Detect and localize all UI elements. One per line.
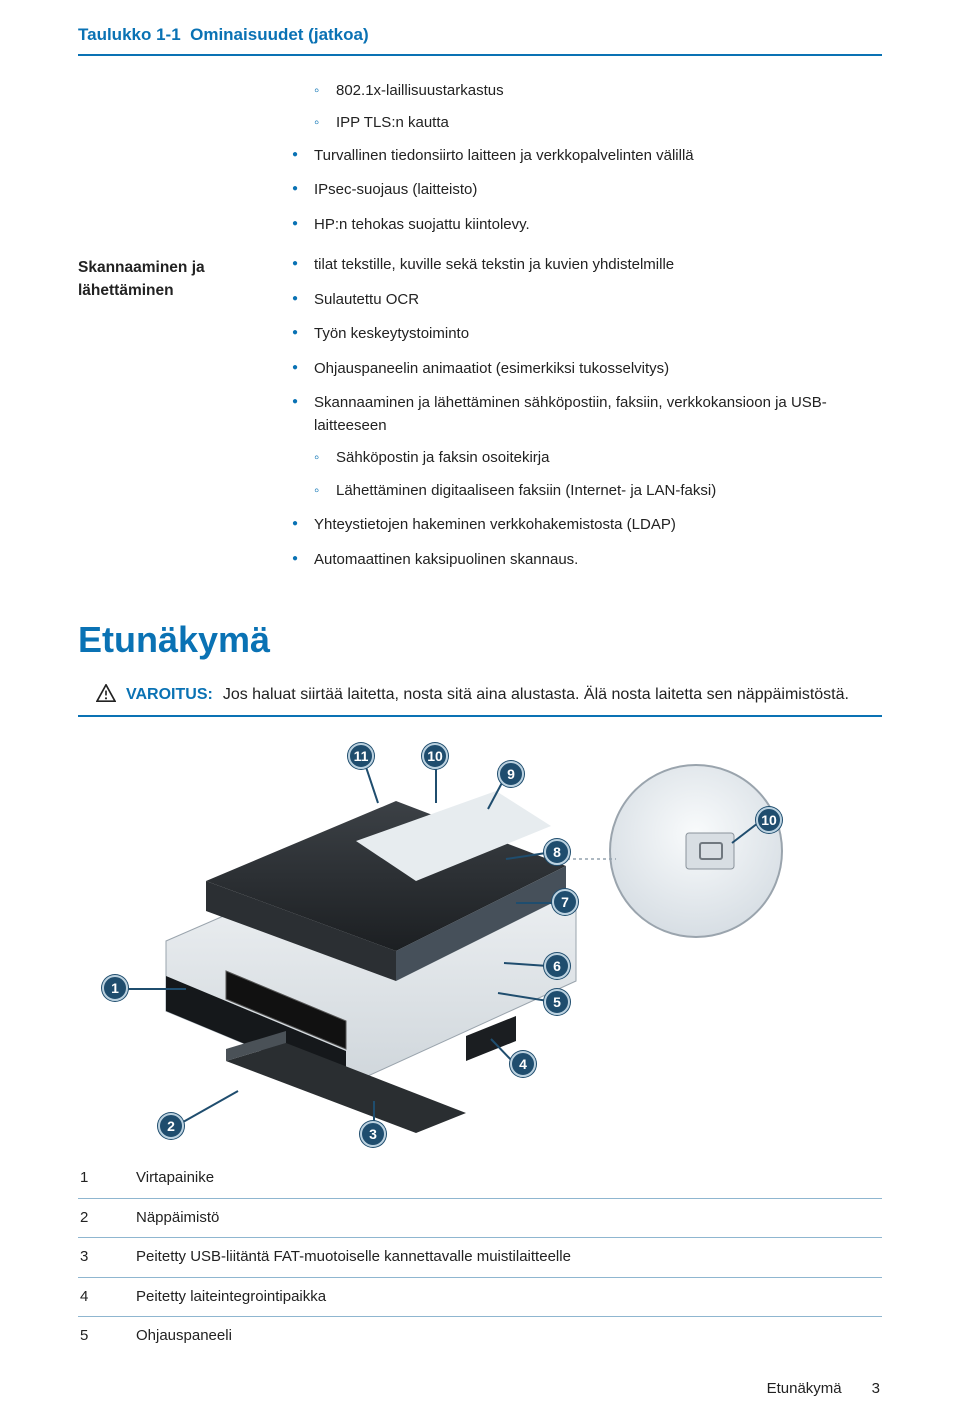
bullet-text: Ohjauspaneelin animaatiot (esimerkiksi t…: [314, 360, 669, 377]
callout-num: 3: [369, 1124, 377, 1145]
warning-row: VAROITUS: Jos haluat siirtää laitetta, n…: [78, 677, 882, 713]
callout-num: 6: [553, 956, 561, 977]
list-item: Turvallinen tiedonsiirto laitteen ja ver…: [292, 145, 882, 168]
list-item: Ohjauspaneelin animaatiot (esimerkiksi t…: [292, 358, 882, 381]
callout-11: 11: [348, 743, 374, 769]
table-caption: Taulukko 1-1 Ominaisuudet (jatkoa): [78, 22, 882, 48]
sub-bullets: Sähköpostin ja faksin osoitekirja Lähett…: [314, 447, 882, 502]
part-label: Virtapainike: [136, 1167, 214, 1190]
list-item: Automaattinen kaksipuolinen skannaus.: [292, 549, 882, 572]
callout-num: 10: [427, 746, 443, 767]
bullet-text: Yhteystietojen hakeminen verkkohakemisto…: [314, 516, 676, 533]
caption-rule: [78, 54, 882, 56]
list-item: Skannaaminen ja lähettäminen sähköpostii…: [292, 392, 882, 502]
part-label: Peitetty laiteintegrointipaikka: [136, 1286, 326, 1309]
part-number: 4: [80, 1286, 98, 1309]
list-item: IPP TLS:n kautta: [314, 112, 882, 135]
callout-9: 9: [498, 761, 524, 787]
warning-triangle-icon: [96, 684, 116, 702]
part-number: 5: [80, 1325, 98, 1348]
callout-num: 1: [111, 978, 119, 999]
bullet-text: Lähettäminen digitaaliseen faksiin (Inte…: [336, 482, 716, 499]
part-label: Näppäimistö: [136, 1207, 219, 1230]
callout-10b: 10: [756, 807, 782, 833]
caption-label: Taulukko 1-1: [78, 25, 181, 44]
bullet-text: Skannaaminen ja lähettäminen sähköpostii…: [314, 394, 827, 434]
features-continuation: 802.1x-laillisuustarkastus IPP TLS:n kau…: [78, 70, 882, 249]
bullet-text: IPsec-suojaus (laitteisto): [314, 181, 477, 198]
table-row: 4 Peitetty laiteintegrointipaikka: [78, 1277, 882, 1317]
part-number: 3: [80, 1246, 98, 1269]
callout-num: 10: [761, 810, 777, 831]
part-number: 2: [80, 1207, 98, 1230]
bullet-text: tilat tekstille, kuville sekä tekstin ja…: [314, 256, 674, 273]
table-row: 1 Virtapainike: [78, 1159, 882, 1198]
parts-table: 1 Virtapainike 2 Näppäimistö 3 Peitetty …: [78, 1159, 882, 1356]
table-row: 2 Näppäimistö: [78, 1198, 882, 1238]
part-label: Ohjauspaneeli: [136, 1325, 232, 1348]
callout-num: 11: [354, 746, 369, 767]
callout-1: 1: [102, 975, 128, 1001]
table-row: 3 Peitetty USB-liitäntä FAT-muotoiselle …: [78, 1237, 882, 1277]
list-item: Sähköpostin ja faksin osoitekirja: [314, 447, 882, 470]
row-label: Skannaaminen ja lähettäminen: [78, 254, 264, 583]
table-row: 5 Ohjauspaneeli: [78, 1316, 882, 1356]
callout-6: 6: [544, 953, 570, 979]
row-bullets: tilat tekstille, kuville sekä tekstin ja…: [292, 254, 882, 571]
callout-4: 4: [510, 1051, 536, 1077]
warning-text: Jos haluat siirtää laitetta, nosta sitä …: [223, 683, 849, 707]
section-title: Etunäkymä: [78, 613, 882, 667]
callout-7: 7: [552, 889, 578, 915]
callout-8: 8: [544, 839, 570, 865]
bullet-text: HP:n tehokas suojattu kiintolevy.: [314, 216, 530, 233]
top-bullets: Turvallinen tiedonsiirto laitteen ja ver…: [292, 145, 882, 237]
page-footer: Etunäkymä 3: [78, 1378, 882, 1401]
features-row-scan: Skannaaminen ja lähettäminen tilat tekst…: [78, 254, 882, 583]
part-number: 1: [80, 1167, 98, 1190]
caption-title: Ominaisuudet (jatkoa): [190, 25, 369, 44]
list-item: Sulautettu OCR: [292, 289, 882, 312]
callout-5: 5: [544, 989, 570, 1015]
callout-2: 2: [158, 1113, 184, 1139]
bullet-text: Turvallinen tiedonsiirto laitteen ja ver…: [314, 147, 694, 164]
callout-num: 8: [553, 842, 561, 863]
callout-num: 5: [553, 992, 561, 1013]
callout-num: 2: [167, 1116, 175, 1137]
list-item: IPsec-suojaus (laitteisto): [292, 179, 882, 202]
list-item: Yhteystietojen hakeminen verkkohakemisto…: [292, 514, 882, 537]
top-sub-bullets: 802.1x-laillisuustarkastus IPP TLS:n kau…: [314, 80, 882, 135]
bullet-text: 802.1x-laillisuustarkastus: [336, 82, 504, 99]
callout-10: 10: [422, 743, 448, 769]
list-item: Työn keskeytystoiminto: [292, 323, 882, 346]
feat-left-empty: [78, 70, 264, 249]
footer-section: Etunäkymä: [767, 1378, 842, 1401]
callout-num: 9: [507, 764, 515, 785]
part-label: Peitetty USB-liitäntä FAT-muotoiselle ka…: [136, 1246, 571, 1269]
front-view-diagram: 1 2 3 4 5 6 7 8 9 10 10 11: [96, 731, 816, 1145]
warning-label: VAROITUS:: [126, 683, 213, 707]
warning-rule: [78, 715, 882, 717]
bullet-text: Työn keskeytystoiminto: [314, 325, 469, 342]
list-item: HP:n tehokas suojattu kiintolevy.: [292, 214, 882, 237]
list-item: Lähettäminen digitaaliseen faksiin (Inte…: [314, 480, 882, 503]
printer-illustration: [96, 731, 816, 1145]
callout-num: 7: [561, 892, 569, 913]
footer-page: 3: [872, 1378, 880, 1401]
callout-num: 4: [519, 1054, 527, 1075]
list-item: tilat tekstille, kuville sekä tekstin ja…: [292, 254, 882, 277]
bullet-text: Automaattinen kaksipuolinen skannaus.: [314, 551, 578, 568]
bullet-text: IPP TLS:n kautta: [336, 114, 449, 131]
list-item: 802.1x-laillisuustarkastus: [314, 80, 882, 103]
callout-3: 3: [360, 1121, 386, 1147]
bullet-text: Sulautettu OCR: [314, 291, 419, 308]
bullet-text: Sähköpostin ja faksin osoitekirja: [336, 449, 549, 466]
